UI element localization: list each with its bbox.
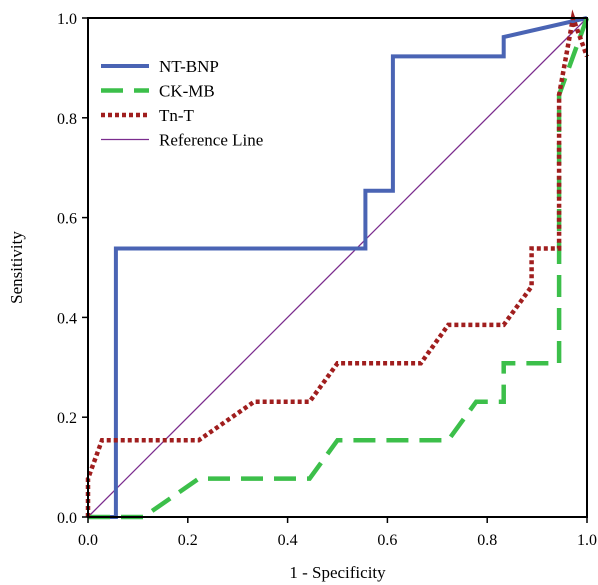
series-line-nt-bnp [88, 16, 588, 519]
ticks-layer: 0.0 0.2 0.4 0.6 0.8 1.0 0.0 0.2 0.4 0.6 0.8 1.0 [57, 11, 597, 549]
x-tick-label: 0.0 [78, 532, 98, 549]
series-layer [85, 9, 590, 520]
y-tick-label: 0.4 [57, 310, 77, 327]
y-axis-title: Sensitivity [7, 231, 26, 304]
y-tick-label: 1.0 [57, 11, 77, 28]
x-axis-title: 1 - Specificity [289, 563, 386, 582]
legend-label: Tn-T [159, 106, 195, 125]
legend-label: NT-BNP [159, 57, 219, 76]
series-line-reference-line [87, 17, 588, 518]
series-line-ck-mb [88, 17, 590, 520]
x-tick-label: 0.2 [178, 532, 198, 549]
plot-frame [87, 17, 588, 518]
x-tick-label: 0.8 [477, 532, 497, 549]
x-tick-label: 0.6 [377, 532, 397, 549]
y-tick-label: 0.0 [57, 510, 77, 527]
legend-label: Reference Line [159, 131, 263, 150]
x-tick-label: 0.4 [278, 532, 298, 549]
y-tick-label: 0.6 [57, 211, 77, 228]
x-tick-label: 1.0 [577, 532, 597, 549]
legend-label: CK-MB [159, 82, 215, 101]
legend: NT-BNP CK-MB Tn-T Reference Line [101, 57, 263, 150]
series-line-tn-t [85, 9, 590, 517]
y-tick-label: 0.8 [57, 111, 77, 128]
y-tick-label: 0.2 [57, 410, 77, 427]
